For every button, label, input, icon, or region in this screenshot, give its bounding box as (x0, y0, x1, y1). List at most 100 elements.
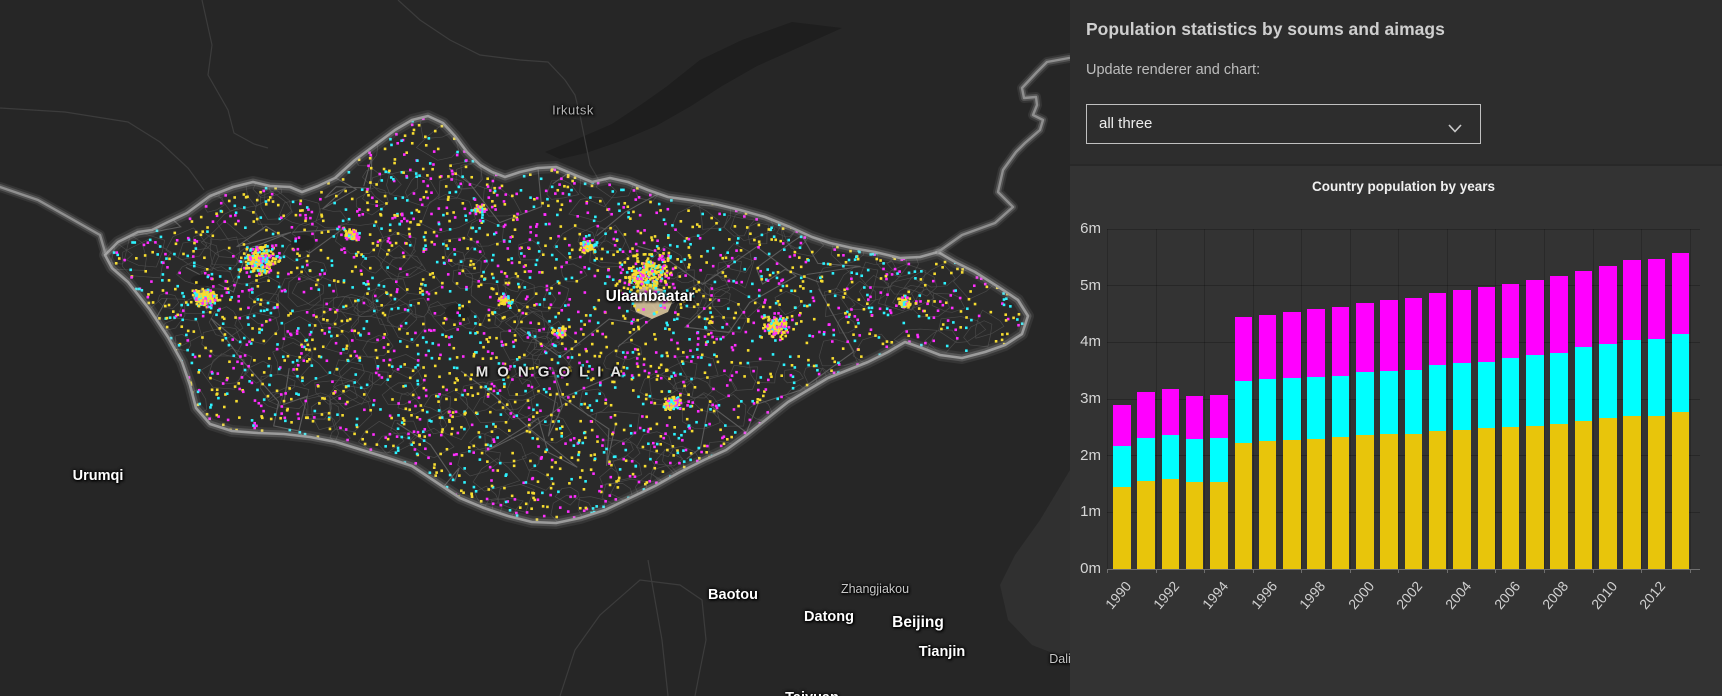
bar-segment-series-yellow-2012 (1647, 416, 1666, 569)
bar-segment-series-yellow-2011 (1623, 416, 1641, 569)
bar-segment-series-yellow-2008 (1550, 423, 1568, 569)
bar-segment-series-yellow-2005 (1477, 428, 1495, 569)
x-tick-label: 2004 (1441, 578, 1475, 613)
bar-segment-series-yellow-2002 (1404, 433, 1423, 569)
x-tick-mark (1252, 569, 1254, 573)
x-tick-label: 2012 (1636, 578, 1669, 613)
gridline-h (1107, 398, 1700, 400)
renderer-select-value: all three (1099, 115, 1153, 132)
bar-segment-series-cyan-2002 (1404, 369, 1423, 434)
bar-segment-series-magenta-1992 (1161, 389, 1180, 436)
map-label-zhangjiakou: Zhangjiakou (840, 582, 910, 596)
y-tick-label: 4m (1080, 333, 1101, 351)
x-tick-mark (1349, 569, 1351, 573)
x-tick-label: 2000 (1344, 578, 1378, 613)
x-tick-mark (1107, 569, 1108, 573)
bar-segment-series-yellow-2003 (1428, 431, 1447, 569)
bar-segment-series-yellow-2006 (1501, 427, 1520, 569)
bar-segment-series-yellow-2001 (1380, 434, 1398, 569)
bar-segment-series-magenta-1997 (1283, 311, 1301, 379)
bar-segment-series-cyan-2006 (1501, 358, 1520, 428)
y-tick-label: 1m (1080, 503, 1101, 521)
bar-segment-series-magenta-2006 (1501, 283, 1520, 359)
bar-segment-series-yellow-1995 (1234, 442, 1252, 569)
x-tick-mark (1689, 569, 1691, 573)
map-label-taiyuan: Taiyuan (785, 690, 839, 696)
gridline-h (1107, 455, 1700, 457)
bar-segment-series-yellow-1996 (1258, 440, 1277, 569)
gridline-v (1155, 229, 1157, 569)
bar-segment-series-magenta-2002 (1404, 298, 1423, 370)
gridline-v (1689, 229, 1691, 569)
x-tick-label: 1992 (1150, 578, 1183, 613)
bar-segment-series-magenta-2012 (1647, 259, 1666, 339)
bar-segment-series-cyan-1991 (1137, 438, 1155, 482)
bar-segment-series-magenta-2008 (1550, 276, 1568, 353)
gridline-h (1107, 285, 1700, 287)
bar-segment-series-yellow-2004 (1453, 430, 1471, 569)
x-tick-mark (1495, 569, 1497, 573)
bar-segment-series-magenta-1995 (1234, 316, 1252, 381)
gridline-v (1252, 229, 1254, 569)
y-tick-label: 2m (1080, 446, 1101, 464)
bar-segment-series-cyan-1993 (1185, 438, 1204, 483)
bar-segment-series-cyan-2004 (1453, 363, 1471, 431)
gridline-v (1592, 229, 1594, 569)
bar-segment-series-yellow-2010 (1599, 418, 1617, 569)
x-tick-label: 2006 (1490, 578, 1523, 613)
bar-segment-series-cyan-2011 (1623, 339, 1641, 416)
side-panel: Population statistics by soums and aimag… (1070, 0, 1722, 696)
bar-segment-series-yellow-1999 (1331, 436, 1350, 569)
bar-segment-series-cyan-2001 (1380, 370, 1398, 435)
bar-segment-series-magenta-2013 (1671, 252, 1690, 334)
x-tick-mark (1155, 569, 1157, 573)
map-label-beijing: Beijing (892, 614, 944, 631)
gridline-v (1495, 229, 1497, 569)
bar-segment-series-cyan-2012 (1647, 338, 1666, 416)
bar-segment-series-magenta-2011 (1623, 259, 1641, 340)
x-tick-mark (1543, 569, 1545, 573)
chevron-down-icon (1448, 120, 1462, 138)
bar-segment-series-yellow-2000 (1356, 435, 1374, 569)
x-tick-label: 2010 (1587, 578, 1621, 613)
bar-segment-series-cyan-2009 (1574, 347, 1593, 421)
gridline-h (1107, 228, 1700, 230)
bar-segment-series-magenta-2001 (1380, 300, 1398, 371)
bar-segment-series-yellow-1990 (1113, 486, 1131, 569)
panel-title: Population statistics by soums and aimag… (1086, 19, 1445, 39)
bar-segment-series-magenta-2004 (1453, 290, 1471, 364)
map[interactable]: Irkutsk Ulaanbaatar MONGOLIA Urumqi Baot… (0, 0, 1070, 696)
bar-segment-series-cyan-2008 (1550, 352, 1568, 424)
chart-plot (1107, 228, 1700, 573)
gridline-h (1107, 341, 1700, 343)
bar-segment-series-magenta-2010 (1599, 266, 1617, 345)
x-tick-label: 2008 (1539, 578, 1572, 613)
bar-segment-series-cyan-1994 (1210, 438, 1228, 483)
map-label-mongolia: MONGOLIA (475, 363, 631, 381)
bar-segment-series-yellow-1994 (1210, 482, 1228, 569)
bar-segment-series-magenta-1999 (1331, 307, 1350, 376)
map-label-baotou: Baotou (708, 587, 758, 603)
map-label-urumqi: Urumqi (72, 468, 124, 484)
population-chart: Country population by years 0m 1m 2m 3m 4m 5m… (1070, 164, 1722, 696)
bar-segment-series-cyan-1998 (1307, 377, 1325, 439)
gridline-v (1349, 229, 1351, 569)
x-tick-mark (1592, 569, 1594, 573)
x-tick-label: 1998 (1296, 578, 1329, 613)
gridline-v (1301, 229, 1303, 569)
renderer-select[interactable]: all three (1086, 104, 1481, 144)
y-tick-label: 3m (1080, 390, 1101, 407)
bar-segment-series-magenta-1996 (1258, 315, 1277, 380)
bar-segment-series-cyan-2000 (1356, 371, 1374, 436)
map-label-ulaanbaatar: Ulaanbaatar (605, 288, 695, 305)
bar-segment-series-cyan-1997 (1283, 378, 1301, 440)
x-tick-label: 1994 (1198, 578, 1232, 613)
bar-segment-series-cyan-2013 (1671, 333, 1690, 413)
bar-segment-series-cyan-1996 (1258, 379, 1277, 441)
renderer-select-label: Update renderer and chart: (1086, 62, 1261, 78)
bar-segment-series-cyan-2003 (1428, 365, 1447, 432)
y-tick-label: 5m (1080, 276, 1101, 294)
map-label-tianjin: Tianjin (918, 644, 966, 660)
bar-segment-series-yellow-2007 (1526, 425, 1544, 569)
gridline-v (1204, 229, 1206, 569)
